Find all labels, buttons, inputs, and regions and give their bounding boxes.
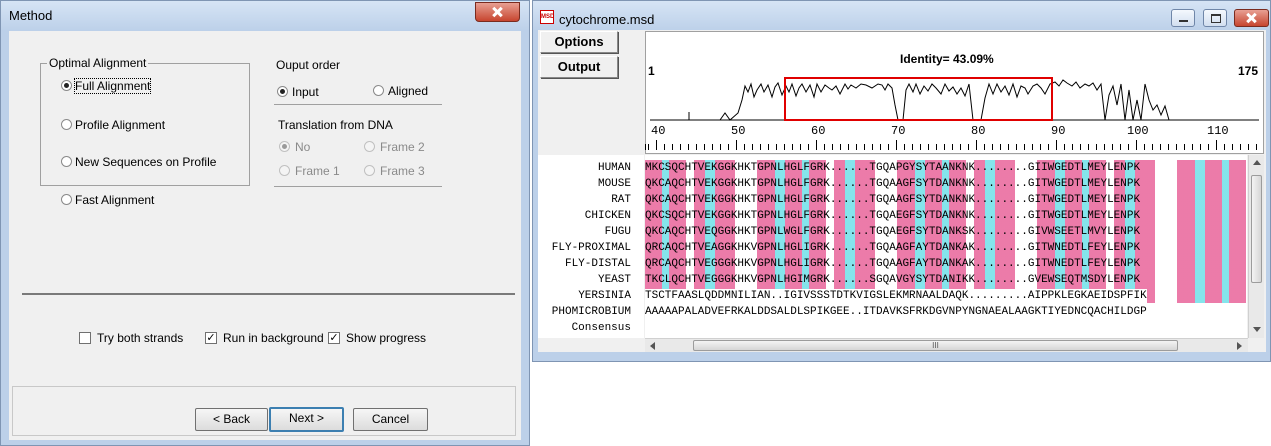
scroll-grip: III	[932, 341, 939, 350]
scroll-up-icon[interactable]	[1253, 160, 1261, 165]
optimal-alignment-group: Optimal Alignment	[40, 56, 250, 186]
fast-alignment-radio[interactable]	[61, 194, 72, 205]
alignment-row: AAAAAPALADVEFRKALDDSALDLSPIKGEE..ITDAVKS…	[645, 305, 1147, 320]
alignment-row: QKCAQCHTVEQGGKHKTGPNLWGLFGRK......TGQAEG…	[645, 226, 1141, 238]
translation-no-radio[interactable]	[279, 141, 290, 152]
sequence-name[interactable]: MOUSE	[597, 178, 631, 190]
scroll-left-icon[interactable]	[650, 342, 655, 350]
ruler-label: 80	[971, 124, 986, 138]
options-separator	[22, 293, 515, 295]
alignment-row: TSCTFAASLQDDMNILIAN..IGIVSSSTDTKVIGSLEKM…	[645, 289, 1147, 304]
msd-title: cytochrome.msd	[559, 12, 655, 27]
restore-icon[interactable]	[1203, 9, 1227, 27]
sequence-name[interactable]: HUMAN	[597, 162, 631, 174]
sequence-name[interactable]: PHOMICROBIUM	[551, 306, 631, 318]
method-title: Method	[9, 8, 53, 23]
ruler-major-ticks	[645, 140, 1264, 150]
range-end-label: 175	[1238, 64, 1259, 78]
run-in-background-checkbox[interactable]: ✓	[205, 332, 217, 344]
input-order-radio[interactable]	[277, 86, 288, 97]
run-in-background-label[interactable]: Run in background	[223, 331, 324, 345]
profile-alignment-label[interactable]: Profile Alignment	[75, 118, 166, 132]
frame3-label[interactable]: Frame 3	[380, 164, 425, 178]
back-button[interactable]: < Back	[195, 408, 268, 431]
full-alignment-label[interactable]: Full Alignment	[73, 78, 152, 94]
range-start-label: 1	[648, 64, 655, 78]
msd-close-icon[interactable]	[1234, 9, 1269, 27]
ruler-label: 110	[1207, 124, 1229, 138]
frame2-label[interactable]: Frame 2	[380, 140, 425, 154]
cancel-button[interactable]: Cancel	[353, 408, 428, 431]
aligned-order-radio[interactable]	[373, 85, 384, 96]
horizontal-scroll-thumb[interactable]: III	[693, 340, 1178, 351]
position-ruler: 40 50 60 70 80 90 100 110	[645, 122, 1264, 154]
alignment-panel[interactable]: MKCSQCHTVEKGGKHKTGPNLHGLFGRK......TGQAPG…	[645, 155, 1247, 338]
alignment-row: QKCSQCHTVEKGGKHKTGPNLHGLFGRK......TGQAEG…	[645, 210, 1141, 222]
ruler-label: 40	[651, 124, 666, 138]
scroll-right-icon[interactable]	[1237, 342, 1242, 350]
translation-no-label[interactable]: No	[295, 140, 311, 154]
vertical-scroll-thumb[interactable]	[1251, 175, 1262, 283]
sequence-name[interactable]: FUGU	[604, 226, 631, 238]
alignment-row: QKCAQCHTVEKGGKHKTGPNLHGLFGRK......TGQAAG…	[645, 178, 1141, 190]
msd-titlebar[interactable]: MSD cytochrome.msd	[533, 1, 1270, 31]
ruler-label: 60	[811, 124, 826, 138]
msd-app-icon: MSD	[540, 10, 554, 24]
translation-label: Translation from DNA	[278, 118, 393, 132]
sequence-name[interactable]: FLY-PROXIMAL	[551, 242, 631, 254]
show-progress-checkbox[interactable]: ✓	[328, 332, 340, 344]
ruler-label: 70	[891, 124, 906, 138]
alignment-row: QRCAQCHTVEGGGKHKVGPNLHGLIGRK......TGQAAG…	[645, 258, 1141, 270]
sequence-name[interactable]: Consensus	[571, 322, 631, 334]
output-order-label: Ouput order	[276, 58, 341, 72]
sequence-names-panel	[538, 155, 644, 338]
sequence-name[interactable]: YEAST	[597, 274, 631, 286]
identity-window-box	[784, 77, 1053, 121]
new-sequences-radio[interactable]	[61, 156, 72, 167]
next-button[interactable]: Next >	[269, 407, 344, 432]
alignment-row: TKCLQCHTVEGGGKHKVGPNLHGIMGRK......SGQAVG…	[645, 274, 1141, 286]
sequence-name[interactable]: CHICKEN	[584, 210, 631, 222]
close-icon[interactable]	[475, 2, 520, 22]
translation-divider	[274, 186, 442, 187]
show-progress-label[interactable]: Show progress	[346, 331, 427, 345]
alignment-row: QKCAQCHTVEKGGKHKTGPNLHGLFGRK......TGQAAG…	[645, 194, 1141, 206]
ruler-label: 100	[1127, 124, 1149, 138]
alignment-colored-block	[645, 160, 1247, 303]
sequence-name[interactable]: YERSINIA	[578, 290, 631, 302]
ruler-label: 90	[1051, 124, 1066, 138]
scroll-down-icon[interactable]	[1253, 327, 1261, 332]
minimize-icon[interactable]	[1171, 9, 1195, 27]
optimal-alignment-legend: Optimal Alignment	[47, 56, 149, 70]
identity-graph	[650, 77, 1259, 121]
identity-label: Identity= 43.09%	[900, 52, 994, 66]
ruler-label: 50	[731, 124, 746, 138]
try-both-strands-label[interactable]: Try both strands	[97, 331, 184, 345]
try-both-strands-checkbox[interactable]	[79, 332, 91, 344]
output-order-divider	[274, 104, 442, 105]
sequence-name[interactable]: FLY-DISTAL	[564, 258, 631, 270]
new-sequences-label[interactable]: New Sequences on Profile	[75, 155, 217, 169]
alignment-row: MKCSQCHTVEKGGKHKTGPNLHGLFGRK......TGQAPG…	[645, 162, 1141, 174]
options-button[interactable]: Options	[540, 31, 618, 53]
frame2-radio[interactable]	[364, 141, 375, 152]
method-client: Optimal Alignment Full Alignment Profile…	[9, 31, 521, 440]
method-dialog-window: Method Optimal Alignment Full Alignment …	[0, 0, 530, 446]
frame1-radio[interactable]	[279, 165, 290, 176]
frame1-label[interactable]: Frame 1	[295, 164, 340, 178]
profile-alignment-radio[interactable]	[61, 119, 72, 130]
alignment-row: QRCAQCHTVEAGGKHKVGPNLHGLIGRK......TGQAAG…	[645, 242, 1141, 254]
full-alignment-radio[interactable]	[61, 80, 72, 91]
method-titlebar[interactable]: Method	[1, 1, 529, 31]
vertical-scrollbar[interactable]	[1248, 155, 1264, 338]
aligned-order-label[interactable]: Aligned	[388, 84, 429, 98]
sequence-name[interactable]: RAT	[611, 194, 631, 206]
button-area-frame	[12, 386, 516, 436]
fast-alignment-label[interactable]: Fast Alignment	[75, 193, 155, 207]
horizontal-scrollbar[interactable]: III	[645, 338, 1248, 352]
output-button[interactable]: Output	[540, 56, 618, 78]
frame3-radio[interactable]	[364, 165, 375, 176]
input-order-label[interactable]: Input	[292, 85, 319, 99]
